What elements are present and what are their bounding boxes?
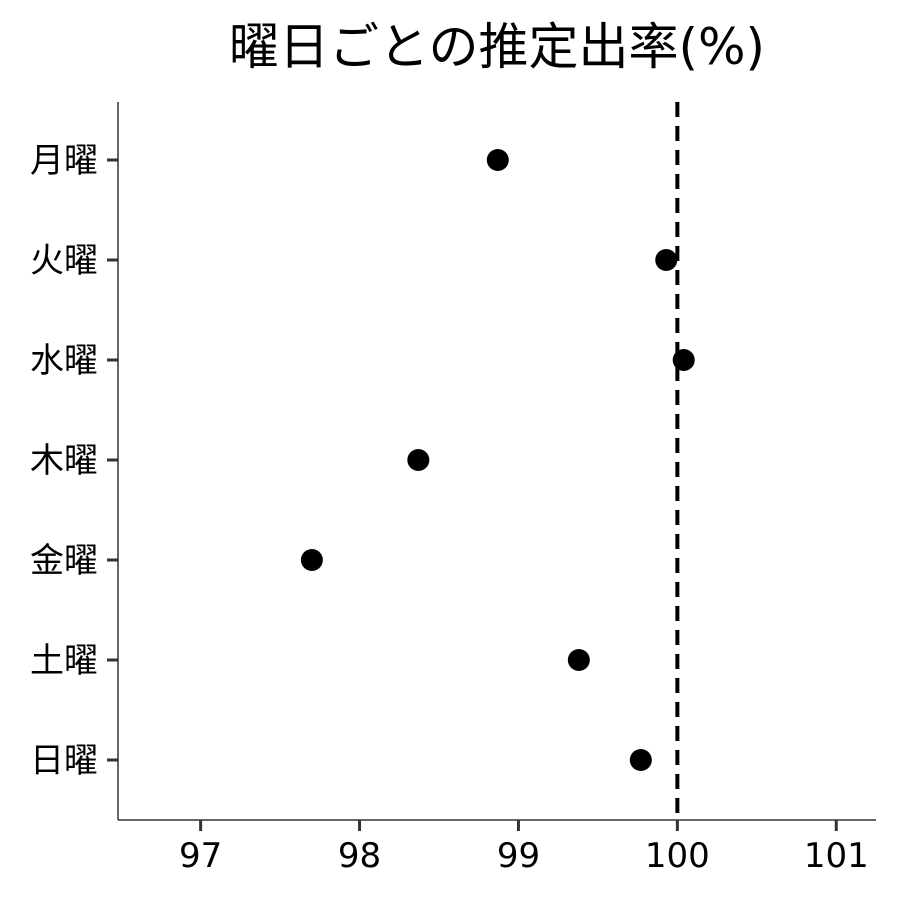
y-tick-label: 火曜 bbox=[30, 241, 98, 281]
chart-title: 曜日ごとの推定出率(%) bbox=[229, 18, 765, 76]
data-point bbox=[567, 649, 590, 671]
data-points bbox=[300, 149, 695, 771]
x-tick-label: 98 bbox=[338, 836, 381, 876]
y-tick-label: 日曜 bbox=[30, 741, 98, 781]
data-point bbox=[655, 249, 678, 271]
y-tick-label: 土曜 bbox=[30, 641, 98, 681]
x-tick-label: 97 bbox=[179, 836, 222, 876]
y-tick-label: 月曜 bbox=[30, 141, 98, 181]
x-tick-label: 100 bbox=[645, 836, 710, 876]
data-point bbox=[672, 349, 695, 371]
y-tick-label: 金曜 bbox=[30, 541, 98, 581]
x-axis-ticks: 97 98 99 100 101 bbox=[179, 820, 869, 876]
y-tick-label: 水曜 bbox=[30, 341, 98, 381]
data-point bbox=[407, 449, 430, 471]
data-point bbox=[300, 549, 323, 571]
data-point bbox=[629, 749, 652, 771]
data-point bbox=[486, 149, 509, 171]
x-tick-label: 99 bbox=[497, 836, 540, 876]
x-tick-label: 101 bbox=[804, 836, 869, 876]
y-tick-label: 木曜 bbox=[30, 441, 98, 481]
